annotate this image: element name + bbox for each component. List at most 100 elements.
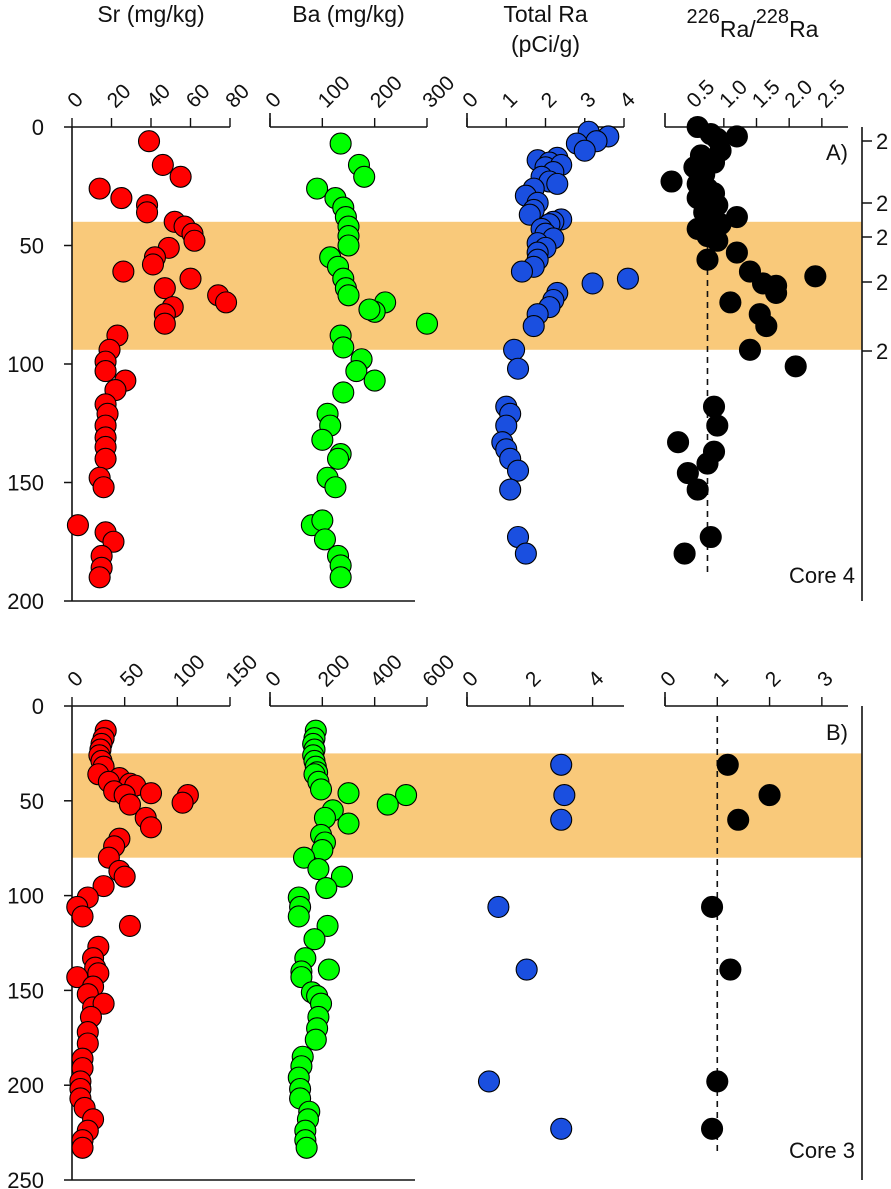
core-label: Core 4	[789, 563, 855, 588]
data-point	[307, 858, 330, 881]
panel-label: B)	[826, 720, 848, 745]
title-text: Ra/	[720, 16, 756, 42]
data-point	[141, 253, 165, 276]
data-point	[316, 914, 339, 937]
data-point	[553, 784, 576, 807]
depth-tick-label: 100	[7, 884, 44, 909]
data-point	[92, 476, 115, 499]
top-axis-tick-label: 2	[537, 88, 562, 113]
data-point	[169, 165, 192, 188]
data-point	[88, 566, 111, 589]
top-axis-tick-label: 150	[221, 650, 262, 691]
top-axis-tick-label: 600	[418, 650, 459, 691]
series-title: Ba (mg/kg)	[292, 1, 404, 27]
data-point	[499, 478, 522, 501]
data-point	[573, 139, 596, 162]
series-title-ratio: 226Ra/228Ra	[687, 6, 819, 42]
data-point	[676, 461, 699, 485]
data-point	[295, 1136, 318, 1159]
data-point	[332, 381, 355, 404]
data-point	[804, 265, 827, 288]
data-point	[503, 338, 526, 361]
data-point	[183, 229, 206, 252]
data-point	[332, 336, 355, 359]
right-axis-label: 2	[876, 191, 888, 216]
data-point	[673, 542, 696, 565]
top-axis-tick-label: 3	[576, 88, 601, 113]
data-point	[706, 229, 729, 252]
top-axis-tick-label: 1.5	[748, 76, 785, 113]
data-point	[102, 530, 125, 553]
data-point	[701, 895, 724, 919]
top-axis-tick-label: 1	[709, 667, 734, 692]
data-point	[309, 778, 333, 801]
depth-tick-label: 200	[7, 1073, 44, 1098]
data-point	[702, 395, 726, 418]
data-point	[376, 793, 399, 816]
superscript: 228	[756, 6, 789, 28]
right-axis-label: 2	[876, 339, 888, 364]
data-point	[546, 172, 569, 195]
data-point	[477, 1070, 501, 1093]
data-point	[313, 528, 337, 551]
top-axis-tick-label: 0	[458, 88, 483, 113]
data-point	[66, 514, 89, 537]
depth-tick-label: 150	[7, 471, 44, 496]
data-point	[755, 315, 778, 338]
data-point	[765, 281, 788, 304]
top-axis-tick-label: 0	[458, 667, 483, 692]
data-point	[395, 784, 418, 807]
data-point	[92, 875, 115, 898]
data-point	[330, 865, 354, 888]
top-axis-tick-label: 50	[116, 659, 149, 692]
data-point	[71, 905, 94, 928]
data-point	[110, 187, 133, 210]
data-point	[716, 753, 739, 776]
data-point	[706, 1070, 729, 1093]
top-axis-tick-label: 80	[221, 80, 254, 113]
top-axis-tick-label: 0	[261, 88, 286, 113]
top-axis-tick-label: 2	[521, 667, 546, 692]
panel-label: A)	[826, 140, 848, 165]
data-point	[118, 793, 141, 816]
data-point	[696, 452, 719, 475]
core-label: Core 3	[789, 1138, 855, 1163]
data-point	[290, 966, 313, 989]
data-point	[136, 201, 159, 224]
data-point	[581, 272, 604, 295]
data-point	[758, 784, 781, 807]
data-point	[337, 812, 360, 835]
data-point	[287, 905, 310, 928]
top-axis-tick-label: 40	[142, 80, 175, 113]
data-point	[118, 914, 141, 937]
data-point	[719, 958, 742, 981]
data-point	[94, 447, 117, 470]
data-point	[353, 165, 376, 188]
series-title: Sr (mg/kg)	[97, 1, 204, 27]
data-point	[303, 928, 326, 951]
data-point	[151, 153, 174, 176]
title-text: Ra	[789, 16, 819, 42]
data-point	[550, 753, 573, 776]
data-point	[137, 130, 161, 153]
top-axis-tick-label: 0	[656, 667, 681, 692]
data-point	[667, 431, 690, 454]
data-point	[363, 369, 386, 392]
data-point	[324, 476, 347, 499]
top-axis-tick-label: 4	[615, 88, 640, 113]
right-axis-label: 2	[876, 225, 888, 250]
data-point	[337, 782, 360, 805]
data-point	[139, 782, 163, 805]
depth-tick-label: 250	[7, 1168, 44, 1189]
data-point	[616, 267, 639, 290]
right-axis-label: 2	[876, 270, 888, 295]
data-point	[522, 315, 545, 338]
depth-tick-label: 0	[32, 115, 44, 140]
data-point	[112, 260, 135, 283]
series-subtitle: (pCi/g)	[511, 31, 580, 57]
data-point	[215, 291, 238, 314]
top-axis-tick-label: 200	[314, 650, 355, 691]
